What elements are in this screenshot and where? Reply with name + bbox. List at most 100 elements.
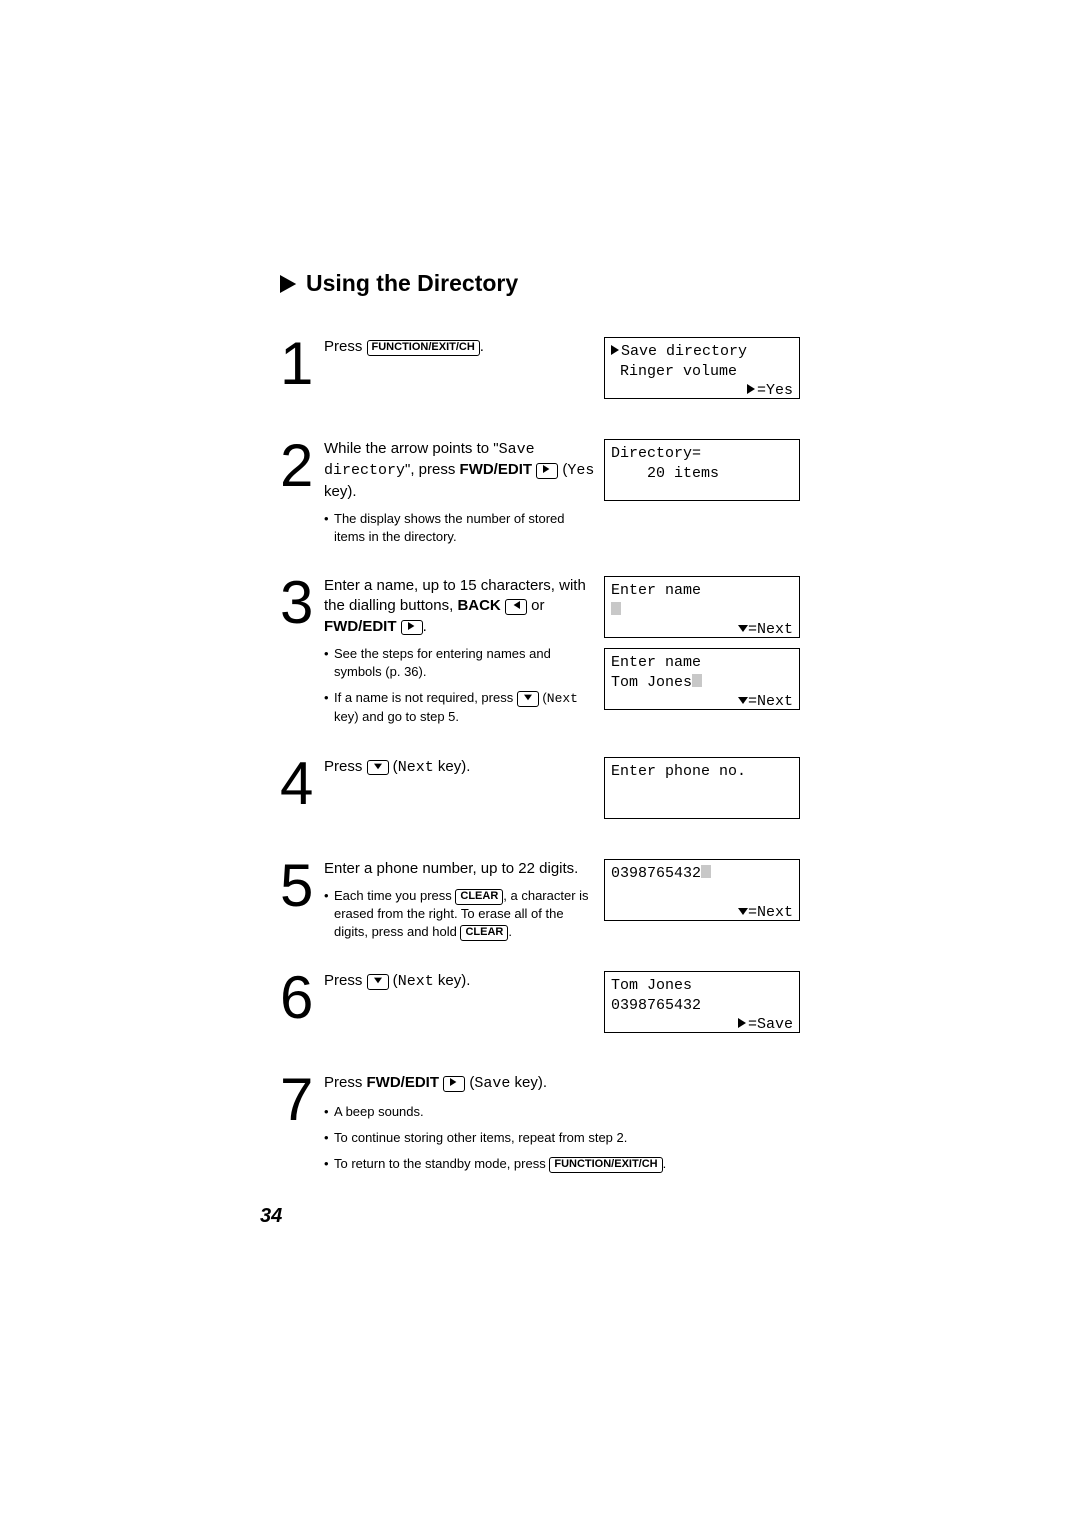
bullet: • To continue storing other items, repea… [324, 1129, 800, 1147]
bullet-dot: • [324, 1129, 334, 1147]
bullet: • Each time you press CLEAR, a character… [324, 887, 596, 942]
step-2: 2 While the arrow points to "Save direct… [280, 439, 800, 546]
mono-text: Yes [567, 462, 594, 479]
keycap-down-arrow [367, 974, 389, 990]
text: ( [389, 758, 398, 775]
step-7: 7 Press FWD/EDIT (Save key). • A beep so… [280, 1073, 800, 1173]
bold-text: FWD/EDIT [324, 618, 397, 635]
text: Each time you press [334, 888, 455, 903]
cursor-icon [701, 865, 711, 878]
bullet-text: To return to the standby mode, press FUN… [334, 1155, 800, 1173]
lcd-display: Enter name Tom Jones =Next [604, 648, 800, 710]
right-arrow-icon [747, 381, 757, 401]
text: . [508, 924, 512, 939]
keycap-function: FUNCTION/EXIT/CH [549, 1157, 662, 1173]
bullet-text: The display shows the number of stored i… [334, 510, 596, 546]
keycap-right-arrow [536, 463, 558, 479]
step-text: Enter a name, up to 15 characters, with … [324, 576, 596, 637]
step-text: Press (Next key). [324, 757, 596, 778]
lcd-line: =Next [748, 621, 793, 638]
text: . [663, 1156, 667, 1171]
bullet: • A beep sounds. [324, 1103, 800, 1121]
lcd-line: =Next [748, 693, 793, 710]
lcd-line: 0398765432 [611, 865, 701, 882]
text: key). [434, 758, 471, 775]
bullet-text: To continue storing other items, repeat … [334, 1129, 800, 1147]
lcd-line: Tom Jones [611, 674, 692, 691]
text: ", press [405, 461, 460, 478]
lcd-display: Save directory Ringer volume =Yes [604, 337, 800, 399]
step-number: 7 [280, 1073, 324, 1127]
page-number: 34 [260, 1205, 282, 1228]
text: Enter a name, up to 15 characters, with … [324, 577, 586, 614]
step-number: 5 [280, 859, 324, 913]
text: key). [324, 483, 357, 500]
bullet: • The display shows the number of stored… [324, 510, 596, 546]
lcd-display: 0398765432 =Next [604, 859, 800, 921]
bullet-text: If a name is not required, press (Next k… [334, 689, 596, 726]
lcd-display: Directory= 20 items [604, 439, 800, 501]
bullet: • If a name is not required, press (Next… [324, 689, 596, 726]
lcd-line: Enter name [611, 653, 793, 673]
lcd-display: Enter phone no. [604, 757, 800, 819]
step-6: 6 Press (Next key). Tom Jones 0398765432… [280, 971, 800, 1043]
lcd-line: 20 items [611, 464, 793, 484]
mono-text: Save [474, 1075, 510, 1092]
text: or [527, 597, 545, 614]
bullet-dot: • [324, 689, 334, 707]
step-text: Press FUNCTION/EXIT/CH. [324, 337, 596, 357]
lcd-line: =Next [748, 904, 793, 921]
text: ( [465, 1074, 474, 1091]
step-number: 3 [280, 576, 324, 630]
keycap-clear: CLEAR [455, 889, 503, 905]
lcd-line: =Yes [757, 382, 793, 399]
text: While the arrow points to " [324, 440, 499, 457]
step-text: Press (Next key). [324, 971, 596, 992]
step-text: While the arrow points to "Save director… [324, 439, 596, 502]
text: key). [510, 1074, 547, 1091]
bold-text: BACK [457, 597, 500, 614]
lcd-line: Enter name [611, 581, 793, 601]
mono-text: Next [398, 759, 434, 776]
text: Press [324, 972, 367, 989]
text: . [423, 618, 427, 635]
text: Press [324, 338, 367, 355]
step-4: 4 Press (Next key). Enter phone no. [280, 757, 800, 829]
bold-text: FWD/EDIT [460, 461, 533, 478]
keycap-clear: CLEAR [460, 925, 508, 941]
text: key) and go to step 5. [334, 709, 459, 724]
text: To return to the standby mode, press [334, 1156, 549, 1171]
text: ( [539, 690, 547, 705]
mono-text: Next [398, 973, 434, 990]
lcd-line: Save directory [621, 343, 747, 360]
step-number: 6 [280, 971, 324, 1025]
lcd-display: Tom Jones 0398765432 =Save [604, 971, 800, 1033]
lcd-line: =Save [748, 1016, 793, 1033]
text: key). [434, 972, 471, 989]
bullet-dot: • [324, 510, 334, 528]
keycap-right-arrow [401, 620, 423, 636]
manual-page: Using the Directory 1 Press FUNCTION/EXI… [0, 0, 1080, 1528]
bullet-text: See the steps for entering names and sym… [334, 645, 596, 681]
text: ( [389, 972, 398, 989]
lcd-line: Enter phone no. [611, 762, 793, 782]
section-heading-row: Using the Directory [280, 270, 800, 297]
lcd-line: Ringer volume [611, 362, 793, 382]
text: If a name is not required, press [334, 690, 517, 705]
keycap-down-arrow [517, 691, 539, 707]
bullet-dot: • [324, 645, 334, 663]
bullet: • To return to the standby mode, press F… [324, 1155, 800, 1173]
down-arrow-icon [738, 620, 748, 640]
bullet-dot: • [324, 887, 334, 905]
step-text: Enter a phone number, up to 22 digits. [324, 859, 596, 879]
bold-text: FWD/EDIT [367, 1074, 440, 1091]
lcd-display: Enter name =Next [604, 576, 800, 638]
right-arrow-icon [738, 1015, 748, 1035]
down-arrow-icon [738, 692, 748, 712]
bullet-dot: • [324, 1155, 334, 1173]
lcd-line: Directory= [611, 444, 793, 464]
lcd-line: Tom Jones [611, 976, 793, 996]
section-heading: Using the Directory [306, 270, 518, 297]
step-3: 3 Enter a name, up to 15 characters, wit… [280, 576, 800, 727]
keycap-left-arrow [505, 599, 527, 615]
